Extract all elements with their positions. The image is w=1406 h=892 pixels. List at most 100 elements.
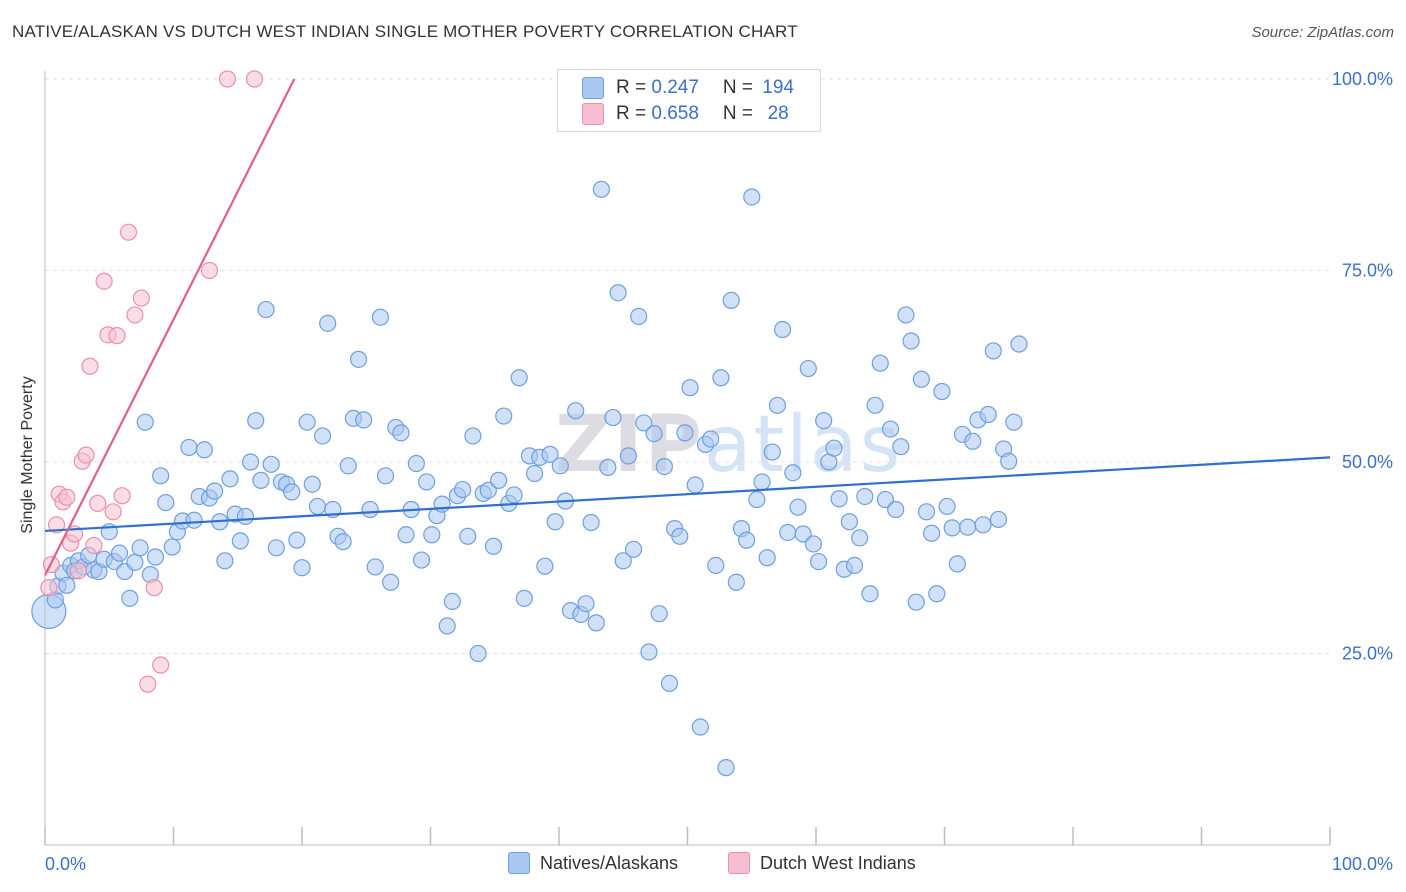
legend-n-value: 194 <box>762 77 794 98</box>
legend-row-natives: R = 0.247 N = 194 <box>582 76 794 100</box>
data-point-dutch <box>152 656 170 674</box>
y-tick-label: 100.0% <box>1332 69 1393 89</box>
data-point-natives <box>567 402 585 420</box>
data-point-dutch <box>200 261 219 280</box>
data-point-natives <box>551 457 569 475</box>
data-point-natives <box>407 454 425 473</box>
data-point-natives <box>152 467 170 485</box>
data-point-dutch <box>139 675 157 693</box>
legend-r-label: R = <box>616 77 652 98</box>
data-point-dutch <box>81 357 99 375</box>
data-point-natives <box>339 457 357 475</box>
y-tick-label: 75.0% <box>1342 261 1393 281</box>
data-point-natives <box>660 674 679 692</box>
y-tick-label: 25.0% <box>1342 644 1393 664</box>
data-point-natives <box>371 308 389 326</box>
data-point-natives <box>349 350 368 368</box>
legend-swatch-blue <box>582 77 604 99</box>
data-point-natives <box>599 458 617 476</box>
data-point-natives <box>799 359 817 378</box>
data-point-natives <box>195 441 213 459</box>
data-point-natives <box>242 453 260 471</box>
data-point-natives <box>1000 452 1018 470</box>
data-point-natives <box>897 306 915 324</box>
data-point-natives <box>671 527 689 545</box>
data-point-natives <box>892 438 910 456</box>
data-point-natives <box>912 370 930 388</box>
data-point-natives <box>221 470 239 488</box>
data-point-natives <box>763 443 781 461</box>
data-point-natives <box>861 585 879 603</box>
trend-line-dutch <box>44 78 296 576</box>
data-point-natives <box>738 531 756 549</box>
data-point-dutch <box>245 70 264 88</box>
data-point-dutch <box>126 306 144 324</box>
data-point-natives <box>789 498 807 516</box>
data-point-natives <box>459 527 477 545</box>
data-point-natives <box>881 420 900 438</box>
data-point-natives <box>727 573 745 591</box>
data-point-natives <box>236 507 255 525</box>
data-point-natives <box>163 538 181 556</box>
data-point-natives <box>989 510 1008 529</box>
stats-legend: R = 0.247 N = 194 R = 0.658 N = 28 <box>557 69 821 132</box>
data-point-natives <box>587 614 605 632</box>
data-point-natives <box>681 379 699 397</box>
data-point-natives <box>1005 413 1023 431</box>
data-point-natives <box>840 513 859 531</box>
data-point-natives <box>984 342 1002 360</box>
data-point-natives <box>438 617 456 635</box>
data-point-natives <box>1010 335 1028 353</box>
data-point-natives <box>948 555 966 573</box>
data-point-dutch <box>113 487 131 505</box>
data-point-natives <box>541 445 559 463</box>
data-point-natives <box>938 497 956 516</box>
data-point-natives <box>933 382 951 401</box>
trend-line-natives <box>44 456 1331 533</box>
chart-title: NATIVE/ALASKAN VS DUTCH WEST INDIAN SING… <box>12 22 798 41</box>
data-point-natives <box>907 593 925 611</box>
data-point-natives <box>454 480 472 499</box>
data-point-natives <box>262 455 280 473</box>
data-point-natives <box>650 605 668 623</box>
data-point-natives <box>247 412 265 430</box>
data-point-natives <box>902 332 920 350</box>
data-point-natives <box>856 487 874 506</box>
data-point-natives <box>334 533 352 551</box>
data-point-natives <box>392 424 410 442</box>
bottom-legend-label: Dutch West Indians <box>760 852 916 873</box>
data-point-natives <box>423 526 441 544</box>
data-point-natives <box>157 493 175 512</box>
data-point-natives <box>298 413 316 431</box>
data-point-natives <box>974 516 992 534</box>
data-point-natives <box>495 407 513 425</box>
data-point-natives <box>382 573 400 591</box>
data-point-natives <box>876 490 894 509</box>
data-point-natives <box>640 643 658 661</box>
data-point-dutch <box>132 289 150 307</box>
data-point-natives <box>231 532 249 550</box>
data-point-dutch <box>47 516 66 534</box>
data-point-natives <box>635 414 653 432</box>
data-point-dutch <box>218 70 237 88</box>
data-point-natives <box>505 486 523 504</box>
legend-swatch-pink <box>582 103 604 125</box>
data-point-natives <box>283 483 301 501</box>
data-point-natives <box>609 284 627 302</box>
data-point-natives <box>510 369 528 387</box>
data-point-natives <box>809 552 828 571</box>
data-point-natives <box>582 513 600 532</box>
data-point-natives <box>206 482 224 500</box>
data-point-natives <box>418 473 436 491</box>
data-point-natives <box>443 592 461 611</box>
data-point-natives <box>546 513 564 531</box>
data-point-natives <box>707 556 725 575</box>
data-point-natives <box>288 531 306 549</box>
data-point-natives <box>794 525 812 543</box>
data-point-dutch <box>119 223 138 241</box>
data-point-natives <box>825 439 843 457</box>
legend-row-dutch: R = 0.658 N = 28 <box>582 102 789 126</box>
data-point-natives <box>779 523 797 542</box>
data-point-dutch <box>40 579 58 597</box>
data-point-natives <box>469 644 487 663</box>
